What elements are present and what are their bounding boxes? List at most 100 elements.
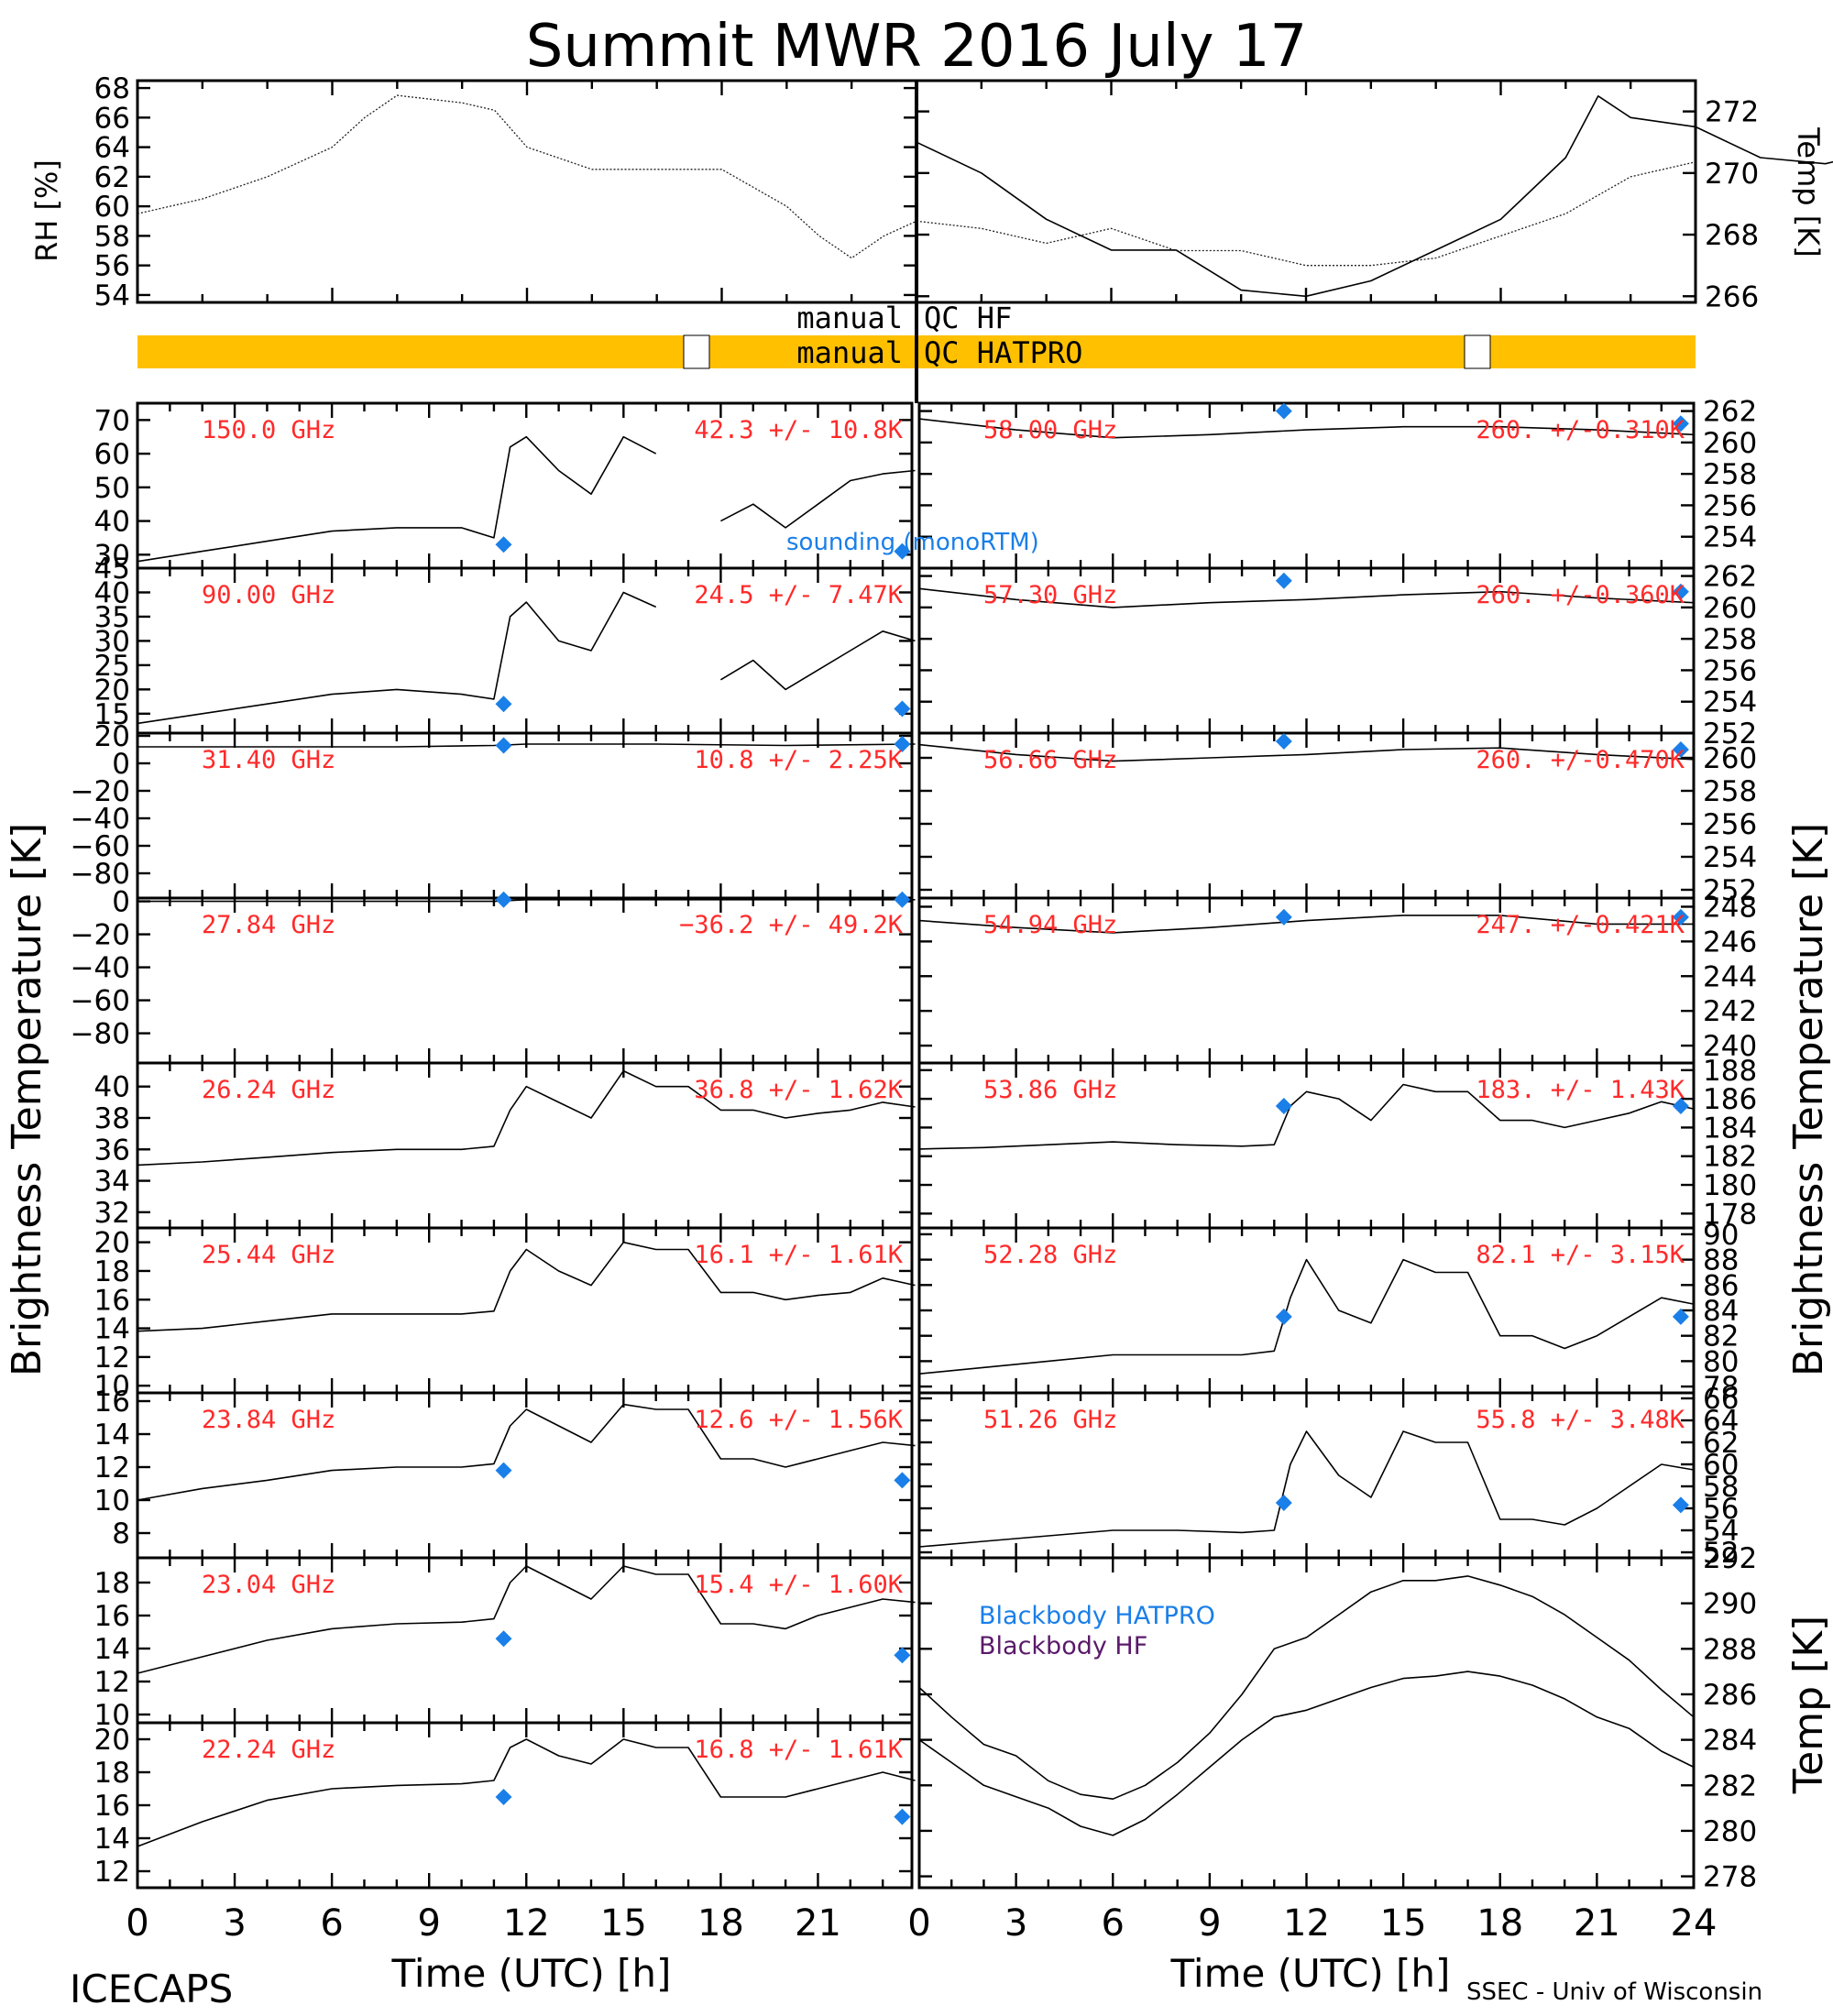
y-tick-label: 15 (94, 698, 130, 731)
y-tick-label: 58 (94, 220, 130, 253)
qc-hatpro-right: QC HATPRO (924, 335, 1082, 370)
panel-frame (136, 79, 918, 304)
y-tick-label: 32 (94, 1197, 130, 1230)
channel-stats: 260. +/-0.310K (1476, 416, 1685, 444)
y-tick-label: 258 (1703, 623, 1757, 656)
y-tick-label: 20 (94, 720, 130, 753)
y-tick-label: 182 (1703, 1141, 1757, 1174)
channel-label: 22.24 GHz (202, 1736, 335, 1764)
channel-label: 23.04 GHz (202, 1571, 335, 1599)
footer-left: ICECAPS (70, 1967, 233, 2011)
time-tick-label: 0 (126, 1902, 148, 1945)
trace-line (137, 1403, 916, 1501)
channel-label: 150.0 GHz (202, 416, 335, 444)
channel-stats: 15.4 +/- 1.60K (694, 1571, 903, 1599)
trace-line (918, 1258, 1695, 1375)
y-tick-label: 40 (94, 506, 130, 539)
y-tick-label: 86 (1703, 1269, 1739, 1302)
time-tick-label: 21 (1574, 1902, 1620, 1945)
sounding-point (495, 1462, 512, 1479)
y-tick-label: 50 (94, 472, 130, 505)
sounding-point (495, 1630, 512, 1648)
y-tick-label: 14 (94, 1419, 130, 1452)
sounding-point (495, 696, 512, 713)
trace-line (916, 95, 1833, 298)
trace-line (918, 915, 1694, 934)
y-tick-label: 20 (94, 1227, 130, 1260)
y-tick-label: 62 (94, 161, 130, 194)
y-tick-label: 54 (1703, 1515, 1739, 1548)
y-tick-label: 60 (1703, 1449, 1739, 1482)
sounding-label: sounding (monoRTM) (786, 529, 1039, 556)
y-tick-label: 14 (94, 1823, 130, 1856)
sounding-point (894, 1472, 911, 1489)
trace-line (918, 1083, 1695, 1150)
channel-label: 25.44 GHz (202, 1241, 335, 1269)
y-tick-label: 60 (94, 191, 130, 224)
series-blackbody-hf (918, 1671, 1695, 1836)
y-tick-label: 12 (94, 1666, 130, 1699)
y-tick-label: 10 (94, 1370, 130, 1403)
channel-stats: 247. +/-0.421K (1476, 911, 1685, 939)
y-tick-label: 254 (1703, 841, 1757, 874)
time-tick-label: 18 (697, 1902, 744, 1945)
y-tick-label: 290 (1703, 1588, 1757, 1621)
y-tick-label: 18 (94, 1255, 130, 1288)
qc-flag-left (683, 334, 710, 369)
y-tick-label: 84 (1703, 1295, 1739, 1328)
trace-line (918, 418, 1695, 439)
y-tick-label: 34 (94, 1166, 130, 1199)
channel-label: 90.00 GHz (202, 581, 335, 609)
right-bt-axis-label: Brightness Temperature [K] (1785, 823, 1832, 1376)
y-tick-label: 184 (1703, 1112, 1757, 1145)
y-tick-label: 14 (94, 1633, 130, 1666)
y-tick-label: 80 (1703, 1345, 1739, 1378)
trace-line (137, 591, 916, 725)
channel-stats: 260. +/-0.360K (1476, 581, 1685, 609)
y-tick-label: 180 (1703, 1169, 1757, 1202)
y-tick-label: 262 (1703, 396, 1757, 429)
sounding-point (894, 542, 911, 560)
y-tick-label: 242 (1703, 995, 1757, 1028)
qc-hf-left: manual (796, 301, 903, 335)
legend-blackbody-hatpro: Blackbody HATPRO (979, 1602, 1215, 1630)
footer-right: SSEC - Univ of Wisconsin (1466, 1978, 1762, 2006)
y-tick-label: 30 (94, 625, 130, 658)
sounding-point (1275, 908, 1292, 926)
sounding-point (894, 700, 911, 718)
time-tick-label: 3 (1004, 1902, 1027, 1945)
sounding-point (1275, 572, 1292, 589)
y-tick-label: 282 (1703, 1769, 1757, 1802)
series-blackbody-hatpro (918, 1575, 1695, 1800)
trace-line (137, 94, 1696, 267)
y-tick-label: 262 (1703, 561, 1757, 594)
y-tick-label: 25 (94, 650, 130, 683)
blackbody-panel: 278 280 282 284 286 288 290 292 (917, 1542, 1757, 1894)
figure-title: Summit MWR 2016 July 17 (526, 13, 1308, 81)
y-tick-label: 54 (94, 279, 130, 312)
panel-temp: 266 268 270 272 (915, 79, 1833, 313)
y-tick-label: 66 (94, 102, 130, 135)
y-tick-label: 8 (112, 1517, 130, 1550)
panel-27.84: 0−20−40−60−80 27.84 GHz −36.2 +/- 49.2K (71, 886, 916, 1065)
y-tick-label: 20 (94, 1724, 130, 1757)
channel-label: 26.24 GHz (202, 1076, 335, 1104)
left-bt-axis-label: Brightness Temperature [K] (4, 823, 50, 1376)
y-tick-label: 260 (1703, 427, 1757, 460)
channel-stats: 82.1 +/- 3.15K (1476, 1241, 1685, 1269)
y-tick-label: 56 (1703, 1493, 1739, 1526)
y-tick-label: 260 (1703, 742, 1757, 775)
y-tick-label: 62 (1703, 1427, 1739, 1460)
trace-line (137, 1565, 916, 1674)
sounding-point (1672, 583, 1689, 600)
y-tick-label: 254 (1703, 521, 1757, 554)
y-tick-label: 52 (1703, 1537, 1739, 1570)
